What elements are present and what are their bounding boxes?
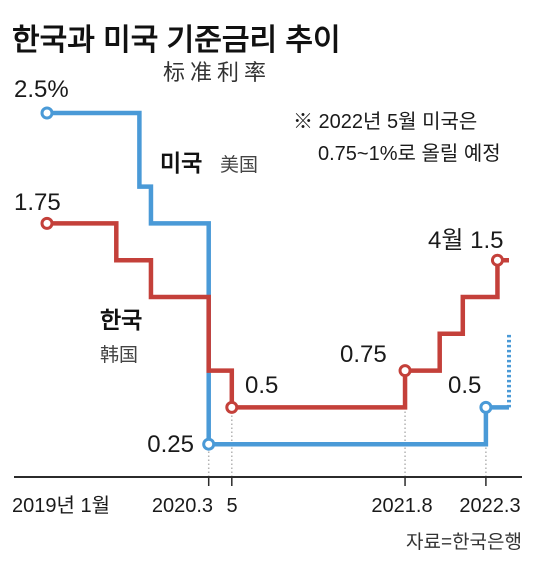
x-tick-label-2022-03: 2022.3 [459, 495, 520, 517]
rate-lines [47, 110, 511, 447]
us-marker-2022-03 [479, 400, 493, 414]
korea-label-2019-01: 1.75 [14, 189, 61, 216]
korea-marker-2019-01 [40, 216, 54, 230]
rate-markers [40, 106, 504, 451]
korea-label-2022-04: 4월 1.5 [428, 227, 503, 254]
korea-series-name: 한국 [100, 307, 142, 333]
korea-marker-2022-04 [490, 253, 504, 267]
us-rate-line [47, 110, 509, 447]
korea-marker-2021-08 [398, 364, 412, 378]
chart-subtitle: 标准利率 [163, 60, 271, 85]
us-label-2022-03: 0.5 [448, 372, 481, 399]
source-credit: 자료=한국은행 [406, 531, 522, 553]
us-marker-2019-01 [40, 106, 54, 120]
x-axis-ticks [207, 477, 487, 486]
x-tick-label-2020-05: 5 [226, 495, 237, 517]
korea-label-2021-08: 0.75 [340, 341, 387, 368]
us-series-name: 미국 [160, 150, 202, 176]
x-tick-label-2021-08: 2021.8 [371, 495, 432, 517]
annotation-line-1: ※ 2022년 5월 미국은 [293, 110, 477, 133]
annotation-line-2: 0.75~1%로 올릴 예정 [318, 142, 501, 165]
x-tick-label-2019-01: 2019년 1월 [12, 494, 110, 517]
korea-marker-2020-05 [225, 400, 239, 414]
us-series-name-chinese: 美国 [220, 154, 258, 176]
chart-title: 한국과 미국 기준금리 추이 [12, 24, 341, 57]
x-tick-label-2020-03: 2020.3 [152, 495, 213, 517]
us-label-2020-03: 0.25 [147, 431, 194, 458]
korea-label-2020-05: 0.5 [245, 372, 278, 399]
us-label-2019-01: 2.5% [14, 76, 69, 103]
us-marker-2020-03 [202, 437, 216, 451]
korea-series-name-chinese: 韩国 [100, 344, 138, 366]
korea-rate-line [47, 221, 509, 410]
